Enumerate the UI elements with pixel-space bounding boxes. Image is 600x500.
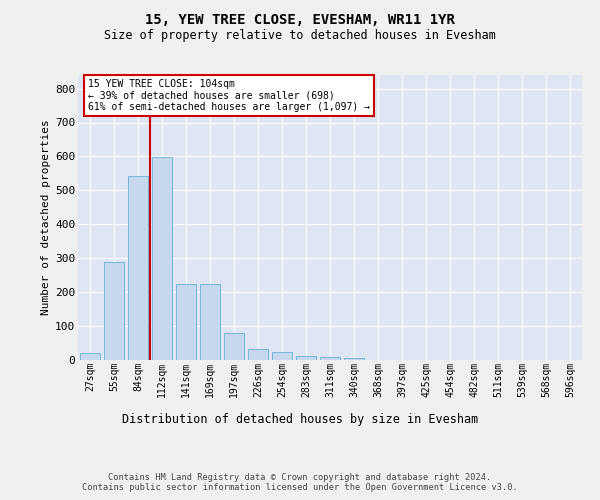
Bar	[152, 158, 172, 360]
Text: Distribution of detached houses by size in Evesham: Distribution of detached houses by size …	[122, 412, 478, 426]
Text: 15 YEW TREE CLOSE: 104sqm
← 39% of detached houses are smaller (698)
61% of semi: 15 YEW TREE CLOSE: 104sqm ← 39% of detac…	[88, 80, 370, 112]
Bar	[296, 356, 316, 360]
Y-axis label: Number of detached properties: Number of detached properties	[41, 120, 51, 316]
Bar	[248, 349, 268, 360]
Bar	[224, 333, 244, 360]
Bar	[344, 358, 364, 360]
Bar	[176, 284, 196, 360]
Text: Size of property relative to detached houses in Evesham: Size of property relative to detached ho…	[104, 29, 496, 42]
Bar	[128, 176, 148, 360]
Bar	[320, 356, 340, 360]
Text: Contains HM Land Registry data © Crown copyright and database right 2024.
Contai: Contains HM Land Registry data © Crown c…	[82, 472, 518, 492]
Text: 15, YEW TREE CLOSE, EVESHAM, WR11 1YR: 15, YEW TREE CLOSE, EVESHAM, WR11 1YR	[145, 12, 455, 26]
Bar	[200, 284, 220, 360]
Bar	[272, 352, 292, 360]
Bar	[80, 352, 100, 360]
Bar	[104, 262, 124, 360]
